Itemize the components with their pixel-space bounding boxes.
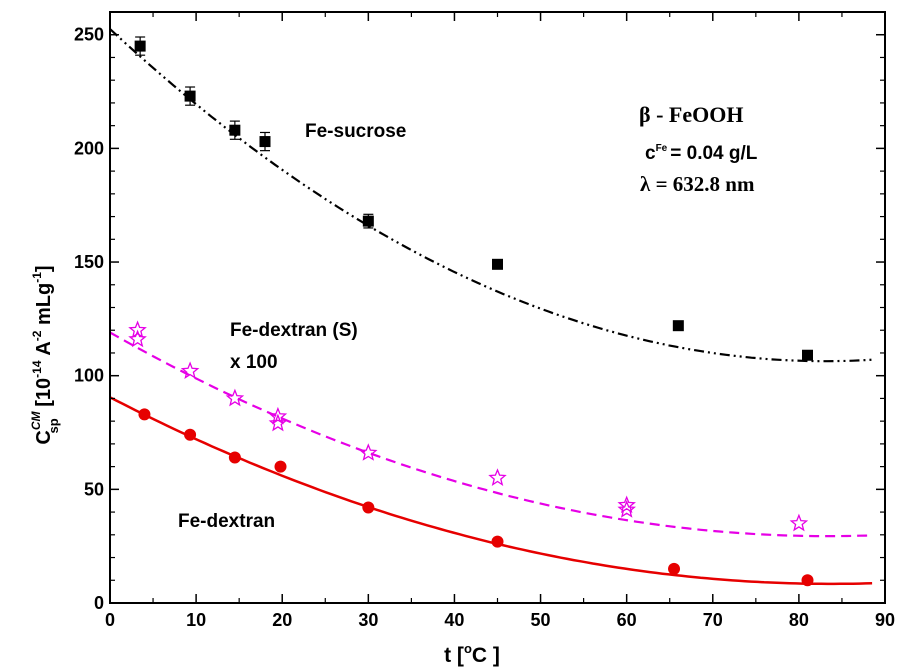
square-marker: [672, 320, 684, 332]
star-marker: [268, 413, 288, 432]
data-markers: [128, 36, 814, 587]
x-title-unit: C ]: [472, 644, 500, 667]
circle-marker: [184, 428, 197, 441]
square-marker: [184, 90, 196, 102]
square-marker: [802, 349, 813, 361]
star-marker: [488, 468, 507, 486]
circle-marker: [801, 574, 814, 587]
fit-curve-2: [109, 396, 873, 586]
star-marker: [128, 320, 147, 339]
y-title-rest4: ]: [33, 265, 55, 272]
axis-ticks: 0 10 20 30 40 50 60 70 80 90 0 50 100 150 200 250: [74, 12, 895, 630]
x-tick-label: 60: [617, 610, 637, 630]
label-material: β - FeOOH: [639, 102, 743, 127]
circle-marker: [362, 501, 375, 514]
concentration-prefix: c: [645, 143, 656, 164]
label-fe-dextran-s: Fe-dextran (S): [230, 320, 358, 341]
x-tick-label: 90: [875, 610, 895, 630]
y-tick-label: 100: [74, 366, 104, 386]
y-tick-label: 150: [74, 252, 104, 272]
x-tick-label: 20: [272, 610, 292, 630]
star-marker: [180, 361, 200, 380]
x-tick-label: 80: [789, 610, 809, 630]
circle-marker: [228, 451, 241, 464]
y-title-sup2: -14: [30, 360, 44, 378]
x-tick-label: 70: [703, 610, 723, 630]
x-tick-label: 50: [531, 610, 551, 630]
y-title-sub: sp: [46, 418, 61, 433]
star-marker: [225, 388, 245, 407]
y-tick-label: 50: [84, 479, 104, 499]
star-marker: [617, 500, 636, 518]
circle-marker: [274, 460, 287, 473]
star-marker: [617, 495, 636, 514]
x-tick-label: 30: [358, 610, 378, 630]
x-axis-title: t [oC ]: [444, 641, 500, 667]
y-title-rest2: A: [33, 341, 55, 360]
circle-marker: [491, 535, 504, 548]
label-dextran-s-scale: x 100: [230, 352, 278, 373]
label-concentration: cFe = 0.04 g/L: [645, 143, 758, 164]
square-marker: [492, 258, 503, 270]
square-marker: [259, 136, 271, 148]
circle-marker: [138, 408, 151, 421]
circle-marker: [668, 562, 681, 575]
concentration-sup: Fe: [656, 143, 668, 154]
x-title-degree: o: [464, 641, 472, 656]
square-marker: [134, 40, 146, 52]
label-wavelength: λ = 632.8 nm: [640, 172, 755, 196]
x-tick-label: 10: [186, 610, 206, 630]
y-tick-label: 0: [94, 593, 104, 613]
y-title-rest1: [10: [33, 378, 55, 412]
square-marker: [229, 124, 241, 136]
fit-curve-1: [109, 331, 873, 538]
y-tick-label: 250: [74, 25, 104, 45]
y-title-rest3: mLg: [33, 283, 55, 331]
star-marker: [268, 406, 288, 425]
fit-curves: [109, 28, 873, 586]
y-axis-title: CCM sp [10-14 A-2 mLg-1]: [29, 265, 61, 444]
x-tick-label: 40: [444, 610, 464, 630]
concentration-value: = 0.04 g/L: [670, 143, 758, 164]
square-marker: [362, 215, 374, 227]
star-marker: [789, 513, 809, 532]
star-marker: [359, 443, 378, 461]
x-tick-label: 0: [105, 610, 115, 630]
y-title-sup: CM: [29, 410, 43, 430]
y-tick-label: 200: [74, 138, 104, 158]
label-fe-dextran: Fe-dextran: [178, 511, 275, 532]
y-title-main: C: [33, 430, 55, 444]
y-title-sup3: -2: [30, 330, 44, 341]
star-marker: [128, 329, 147, 348]
x-title-main: t [: [444, 644, 464, 667]
fit-curve-0: [109, 28, 873, 363]
label-fe-sucrose: Fe-sucrose: [305, 121, 406, 142]
y-title-sup4: -1: [30, 272, 44, 283]
